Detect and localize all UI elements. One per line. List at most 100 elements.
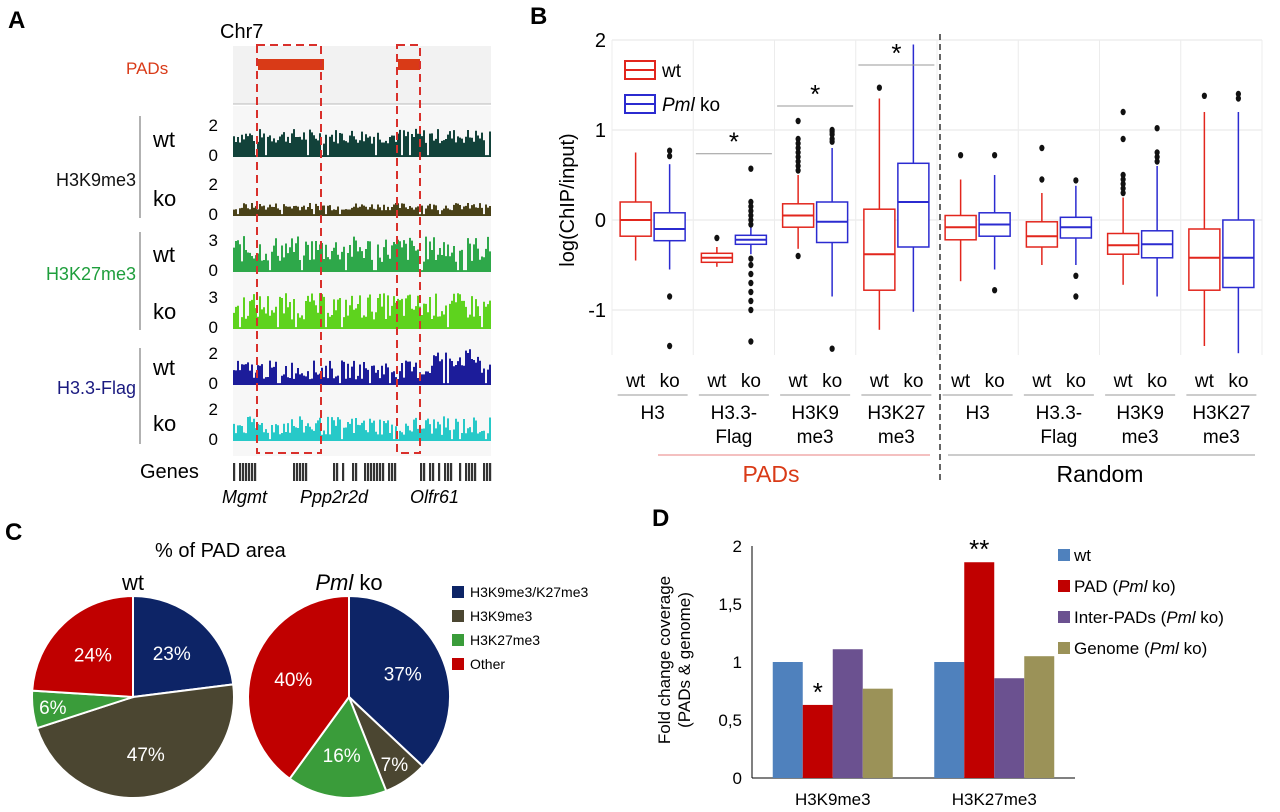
outlier-point [876,84,882,91]
group-label: H3.3- [711,403,757,424]
bar-group-h3k27me3: H3K27me3 [934,562,1055,809]
pads-track-bg [233,46,491,104]
significance-marker: * [891,38,901,68]
gene-exon [483,463,486,481]
outlier-point [1235,95,1241,102]
box-wt [619,152,652,261]
pie-0: wt 23% 47% 6% 24% [31,570,235,799]
chromosome-label: Chr7 [220,21,263,43]
signal-profile [233,128,491,157]
outlier-point [748,279,754,287]
box-ko [734,165,768,345]
pad-highlight-box-2 [396,44,421,454]
bar-group-h3k9me3: H3K9me3 [772,649,893,809]
outlier-point [748,221,754,228]
gene-label-ppp2r2d: Ppp2r2d [300,487,369,507]
box-iqr [863,208,896,291]
box-group-h3-3-flag-pads: wt ko H3.3- Flag * [695,127,772,448]
outlier-point [829,138,835,145]
pie-charts: wt 23% 47% 6% 24% Pml ko 37% 7% 16% 40% [31,570,451,799]
box-iqr [1106,232,1140,255]
pads-track-label: PADs [126,59,168,78]
box-group-h3k27-me3-random: wt ko H3K27 me3 [1186,90,1257,448]
gene-exon [370,463,373,481]
track-h3-3-flag-wt: 2 0 wt [152,344,491,393]
sample-label-ko: ko [1147,371,1167,392]
gene-exon [367,463,370,481]
legend-label-3: Genome (Pml ko) [1074,639,1207,658]
box-ko [815,126,849,352]
group-label: me3 [1203,427,1240,448]
legend-label-0: wt [661,61,682,82]
gene-exon [296,463,299,481]
category-label: H3K27me3 [952,790,1037,809]
outlier-point [1039,176,1045,183]
outlier-point [1039,144,1045,152]
gene-exon [342,463,345,481]
legend-label-2: Inter-PADs (Pml ko) [1074,608,1224,627]
category-label: H3K9me3 [795,790,871,809]
sample-label-wt: wt [1113,371,1134,392]
box-wt [700,234,734,267]
outlier-point [795,167,801,174]
track-ymax-tick: 2 [209,344,218,363]
track-ymin-tick: 0 [209,430,218,449]
sample-label-ko: ko [985,371,1005,392]
sample-label-ko: ko [741,371,761,392]
genes-track-label: Genes [140,461,199,483]
bar-wt [772,662,803,778]
legend-label-1: PAD (Pml ko) [1074,577,1176,596]
track-sample-label: ko [153,299,176,324]
box-group-h3k27-me3-pads: wt ko H3K27 me3 * [858,38,935,448]
signal-profile [233,236,491,272]
gene-exon [251,463,254,481]
track-sample-label: ko [153,411,176,436]
panel-b-letter: B [530,3,547,30]
significance-marker: * [810,79,820,109]
group-label-h3k9me3: H3K9me3 [56,170,136,190]
pie-slice-label: 16% [323,746,361,767]
box-ko [978,152,1011,294]
track-h3k9me3-ko: 2 0 ko [153,175,491,224]
sample-label-ko: ko [1066,371,1086,392]
outlier-point [748,255,754,262]
track-h3k27me3-ko: 3 0 ko [153,288,491,337]
legend-swatch-1 [1058,580,1070,592]
y-tick-label: 2 [733,537,742,556]
pie-title: Pml ko [315,570,382,595]
track-ymax-tick: 2 [209,116,218,135]
gene-exon [391,463,394,481]
box-wt [1188,92,1221,346]
outlier-point [1201,92,1207,100]
y-tick-label: 0 [595,210,606,232]
gene-exon [471,463,474,481]
box-wt [1106,108,1140,285]
signal-profile [233,349,491,385]
y-tick-label: 0,5 [718,711,742,730]
box-wt [944,152,977,282]
boxplot-legend: wt Pml ko [624,60,720,116]
pie-slice-label: 7% [381,755,409,776]
box-group-h3k9-me3-pads: wt ko H3K9 me3 * [777,79,854,448]
outlier-point [795,144,801,152]
outlier-point [748,288,754,296]
gene-exon [489,463,492,481]
bar-wt [934,662,965,778]
gene-exon [450,463,453,481]
group-label-h3-3-flag: H3.3-Flag [57,378,136,398]
legend-swatch-other [452,658,464,670]
gene-label-mgmt: Mgmt [222,487,268,507]
outlier-point [795,153,801,161]
sample-label-wt: wt [1194,371,1215,392]
group-label: me3 [1122,427,1159,448]
pie-1: Pml ko 37% 7% 16% 40% [247,570,451,799]
group-label-h3k27me3: H3K27me3 [46,264,136,284]
gene-exon [432,463,435,481]
outlier-point [1120,180,1126,188]
sample-label-wt: wt [950,371,971,392]
gene-exon [299,463,302,481]
panel-c: C % of PAD area wt 23% 47% 6% 24% Pml ko 37% 7%… [5,519,589,799]
outlier-point [1154,153,1160,161]
gene-exon [245,463,248,481]
